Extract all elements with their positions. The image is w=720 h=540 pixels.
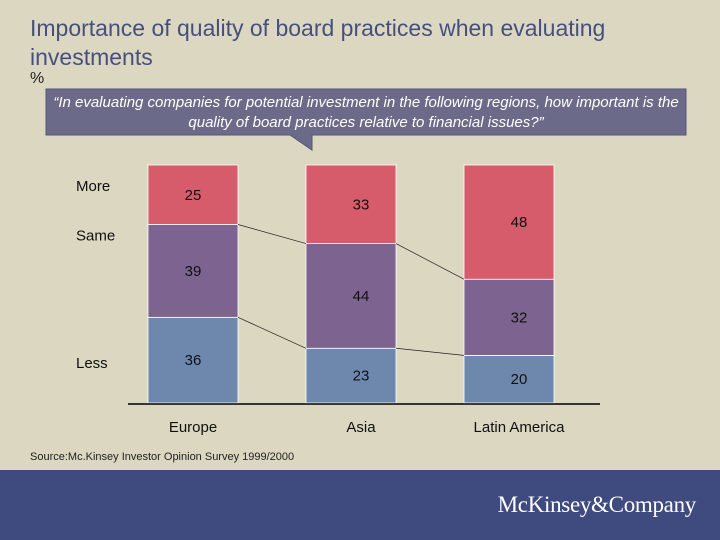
question-text: “In evaluating companies for potential i…	[53, 94, 679, 131]
stacked-bar-chart: 36 39 25 23 44 33 20 32 48 Europe Asia Latin Americ…	[76, 164, 600, 436]
footer-bar: McKinsey&Company	[0, 470, 720, 540]
value-label: 20	[511, 371, 528, 388]
bar-segment-more-latin-america	[463, 164, 555, 280]
bar-segment-same-latin-america	[463, 278, 555, 356]
question-callout	[45, 88, 687, 151]
series-label: Same	[76, 228, 115, 245]
value-label: 36	[185, 352, 202, 369]
value-label: 23	[353, 368, 370, 385]
brand-logo: McKinsey&Company	[497, 492, 697, 517]
value-label: 32	[511, 309, 528, 326]
connector-line	[395, 243, 465, 280]
category-label: Latin America	[474, 419, 566, 436]
bar-segment-same-asia	[305, 243, 397, 349]
value-label: 44	[353, 288, 370, 305]
value-label: 25	[185, 187, 202, 204]
bar-segment-less-latin-america	[463, 354, 555, 404]
category-label: Europe	[169, 419, 217, 436]
connector-line	[237, 317, 307, 349]
chart-title: Importance of quality of board practices…	[30, 15, 606, 70]
value-label: 33	[353, 196, 370, 213]
series-label: Less	[76, 355, 108, 372]
category-label: Asia	[346, 419, 376, 436]
connector-line	[395, 347, 465, 356]
source-note: Source:Mc.Kinsey Investor Opinion Survey…	[30, 451, 295, 463]
value-label: 48	[511, 214, 528, 231]
series-label: More	[76, 178, 110, 195]
unit-label: %	[30, 70, 45, 87]
value-label: 39	[185, 263, 202, 280]
bar-segment-more-europe	[147, 164, 239, 225]
bar-segment-less-asia	[305, 347, 397, 404]
bar-segment-more-asia	[305, 164, 397, 244]
connector-line	[237, 224, 307, 244]
